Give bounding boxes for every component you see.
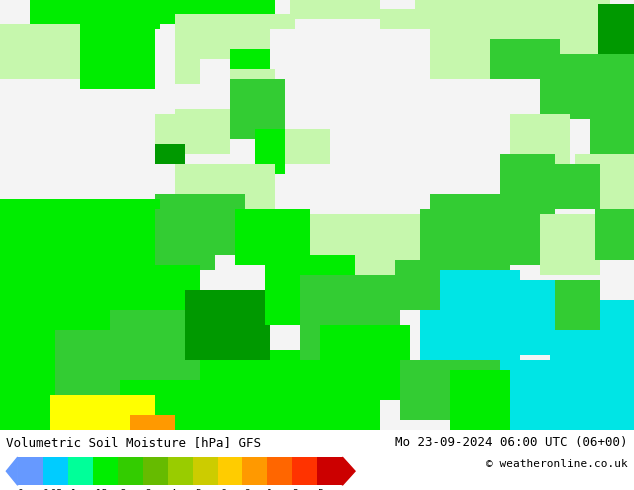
Polygon shape (342, 457, 355, 485)
Bar (242, 457, 268, 485)
Text: 0.05: 0.05 (42, 489, 63, 490)
Bar (68, 457, 93, 485)
Bar (42, 457, 68, 485)
Bar (167, 457, 193, 485)
Text: .3: .3 (143, 489, 152, 490)
Text: 0: 0 (18, 489, 23, 490)
Text: .5: .5 (193, 489, 201, 490)
Text: .6: .6 (217, 489, 226, 490)
Text: © weatheronline.co.uk: © weatheronline.co.uk (486, 459, 628, 469)
Text: .2: .2 (118, 489, 126, 490)
Bar (318, 457, 342, 485)
Text: .1: .1 (68, 489, 76, 490)
Bar (143, 457, 167, 485)
Bar (93, 457, 118, 485)
Bar (217, 457, 242, 485)
Polygon shape (6, 457, 18, 485)
Bar (193, 457, 217, 485)
Text: Volumetric Soil Moisture [hPa] GFS: Volumetric Soil Moisture [hPa] GFS (6, 436, 261, 449)
Text: 5: 5 (318, 489, 323, 490)
Bar (268, 457, 292, 485)
Text: 3: 3 (292, 489, 298, 490)
Text: 1: 1 (268, 489, 273, 490)
Text: .15: .15 (93, 489, 107, 490)
Bar (118, 457, 143, 485)
Text: .8: .8 (242, 489, 251, 490)
Bar (18, 457, 42, 485)
Text: Mo 23-09-2024 06:00 UTC (06+00): Mo 23-09-2024 06:00 UTC (06+00) (395, 436, 628, 449)
Bar (292, 457, 318, 485)
Text: .4: .4 (167, 489, 176, 490)
